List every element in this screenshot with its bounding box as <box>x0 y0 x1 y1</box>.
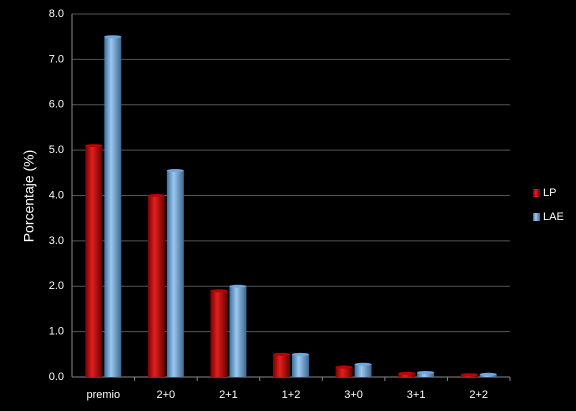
bar-cap <box>273 352 290 356</box>
y-tick-label: 6.0 <box>49 99 64 111</box>
bar-cap <box>417 370 435 374</box>
bar-cap <box>210 289 228 293</box>
bar <box>417 372 435 377</box>
y-tick-label: 8.0 <box>49 8 64 20</box>
bar-cap <box>166 169 184 173</box>
x-tick-label: 2+2 <box>469 389 488 401</box>
bar <box>335 367 353 377</box>
y-tick-label: 2.0 <box>49 280 64 292</box>
bar-cap <box>104 35 122 39</box>
x-tick-label: 2+1 <box>219 389 238 401</box>
y-axis-label: Porcentaje (%) <box>21 150 37 243</box>
x-tick-label: 2+0 <box>157 389 176 401</box>
bar-cap <box>460 373 478 377</box>
bar <box>398 373 416 377</box>
bar-cap <box>354 362 372 366</box>
y-tick-label: 1.0 <box>49 326 64 338</box>
y-tick-label: 7.0 <box>49 53 64 65</box>
legend-label: LP <box>543 187 556 199</box>
x-tick-label: 3+0 <box>344 389 363 401</box>
bar-cap <box>335 365 353 369</box>
legend-label: LAE <box>543 211 564 223</box>
y-tick-label: 0.0 <box>49 371 64 383</box>
bar <box>210 290 228 377</box>
legend-swatch <box>533 189 540 197</box>
bar <box>292 354 309 377</box>
bar-cap <box>398 371 416 375</box>
bar-cap <box>479 372 497 376</box>
y-tick-label: 5.0 <box>49 144 64 156</box>
bar <box>85 145 103 377</box>
bar <box>166 170 184 377</box>
x-tick-label: 1+2 <box>282 389 301 401</box>
x-tick-label: 3+1 <box>407 389 426 401</box>
bar-cap <box>229 284 247 288</box>
bar <box>104 36 122 377</box>
y-tick-label: 3.0 <box>49 235 64 247</box>
bar <box>147 195 165 377</box>
bar <box>229 286 247 377</box>
bar <box>273 354 290 377</box>
bar-cap <box>292 352 309 356</box>
y-tick-label: 4.0 <box>49 189 64 201</box>
bar-cap <box>147 194 165 197</box>
x-tick-label: premio <box>86 389 120 401</box>
legend-swatch <box>533 213 540 221</box>
bar-cap <box>85 144 103 148</box>
bar <box>354 364 372 377</box>
